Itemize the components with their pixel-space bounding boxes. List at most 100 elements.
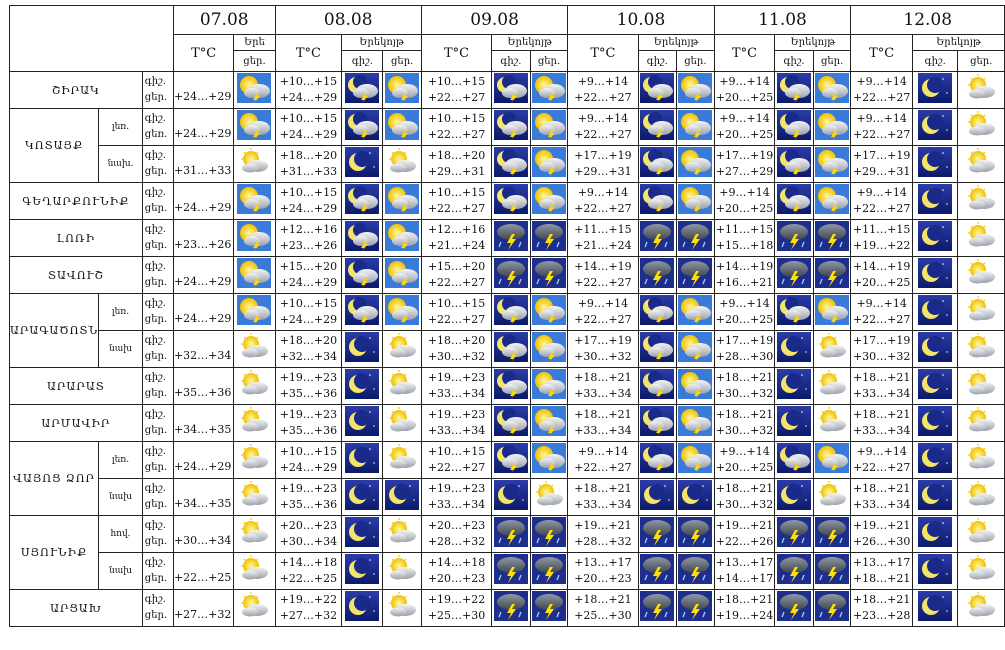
weather-icon-cell [233,552,276,590]
temperature-cell: +17…+19 +29…+31 [567,145,639,183]
temperature-value: +32…+34 [173,349,232,362]
day-temperature: +33…+34 [427,387,486,400]
cloud-sun-icon [237,591,271,621]
night-temperature: +9…+14 [856,445,907,458]
night-temperature: +19…+22 [427,593,486,606]
night-temperature: +19…+23 [427,371,486,384]
temperature-cell: +24…+29 [172,293,235,331]
moon-storm-icon [345,110,379,140]
weather-icon-cell [957,478,1005,516]
day-temperature: +20…+25 [715,128,774,141]
temperature-cell: +9…+14 +22…+27 [850,71,913,109]
temperature-cell: +13…+17 +18…+21 [850,552,913,590]
sun-storm-icon [815,295,849,325]
day-temperature: +25…+30 [427,609,486,622]
night-header: գիշ. [637,50,678,72]
night-label: գիշ. [144,372,166,383]
moon-icon [918,221,952,251]
weather-icon-cell [529,404,569,442]
temperature-cell: +30…+34 [172,515,235,553]
date-header: 12.08 [850,5,1005,35]
day-temperature: +19…+22 [852,239,911,252]
day-temperature: +22…+27 [427,128,486,141]
day-temperature: +30…+32 [574,350,632,363]
night-temperature: +19…+23 [279,482,338,495]
weather-icon-cell [774,589,814,627]
table-row: ԱՐԱԳԱԾՈՏՆ լեռ. գիշ. ցեր. +24…+29 +10…+15 +24…+… [8,293,1005,368]
day-label: ցեռ. [144,129,168,140]
weather-icon-cell [233,182,276,220]
cloud-sun-icon [385,554,419,584]
rain-storm-icon [640,221,674,251]
weather-icon-cell [637,108,678,146]
time-labels: գիշ. ցեր. [141,552,174,590]
sun-storm-icon [385,73,419,103]
night-label: գիշ. [144,298,166,309]
moon-icon [918,554,952,584]
weather-icon-cell [341,182,384,220]
weather-icon-cell [382,71,422,109]
rain-storm-icon [777,517,811,547]
day-temperature: +33…+34 [574,387,632,400]
temperature-cell: +9…+14 +20…+25 [713,182,776,220]
weather-icon-cell [637,478,678,516]
moon-icon [918,184,952,214]
weather-icon-cell [676,552,715,590]
night-temperature: +19…+23 [427,482,486,495]
night-temperature: +19…+22 [279,593,338,606]
weather-icon-cell [637,589,678,627]
night-temperature: +18…+21 [852,593,911,606]
day-header: ցեր. [676,50,715,72]
temperature-cell: +18…+21 +30…+32 [713,478,776,516]
moon-icon [777,369,811,399]
cloud-sun-icon [964,295,998,325]
rain-storm-icon [494,258,528,288]
weather-icon-cell [637,552,678,590]
weather-icon-cell [637,219,678,257]
sun-storm-icon [678,406,712,436]
weather-icon-cell [911,404,959,442]
moon-icon [777,406,811,436]
rain-storm-icon [678,591,712,621]
day-temperature: +22…+27 [852,91,911,104]
cloud-sun-icon [964,147,998,177]
weather-icon-cell [382,219,422,257]
weather-icon-cell [529,367,569,405]
weather-icon-cell [774,219,814,257]
night-temperature: +14…+19 [852,260,911,273]
night-temperature: +18…+21 [574,593,632,606]
moon-icon [345,406,379,436]
night-temperature: +18…+21 [574,371,632,384]
cloud-sun-icon [964,591,998,621]
weather-icon-cell [491,145,531,183]
rain-storm-icon [494,554,528,584]
day-temperature: +29…+31 [574,165,632,178]
time-labels: գիշ. ցեր. [141,589,174,627]
weather-icon-cell [341,441,384,479]
temperature-cell: +9…+14 +22…+27 [850,108,913,146]
weather-icon-cell [774,71,814,109]
sun-storm-icon [678,73,712,103]
cloud-sun-icon [237,369,271,399]
night-temperature: +9…+14 [577,112,629,125]
night-temperature: +9…+14 [856,186,907,199]
day-label: ցեր. [144,499,168,510]
weather-icon-cell [957,219,1005,257]
rain-storm-icon [777,258,811,288]
temperature-value: +24…+29 [173,127,232,140]
table-row: նախ գիշ. ցեր. +32…+34 +18…+20 +32…+34 +18…+20 +… [10,330,1005,368]
region-name: ԱՐՑԱԽ [9,589,143,627]
sun-storm-icon [237,295,271,325]
weather-icon-cell [382,404,422,442]
subregion-name: նախ [98,330,143,368]
night-temperature: +9…+14 [856,297,907,310]
day-label: ցեր. [144,462,168,473]
night-temperature: +9…+14 [719,112,770,125]
weather-icon-cell [812,589,852,627]
cloud-sun-icon [237,147,271,177]
weather-icon-cell [774,367,814,405]
temperature-cell: +18…+21 +33…+34 [567,404,639,442]
weather-icon-cell [382,552,422,590]
weather-header: Երե [233,34,276,51]
weather-icon-cell [233,145,276,183]
